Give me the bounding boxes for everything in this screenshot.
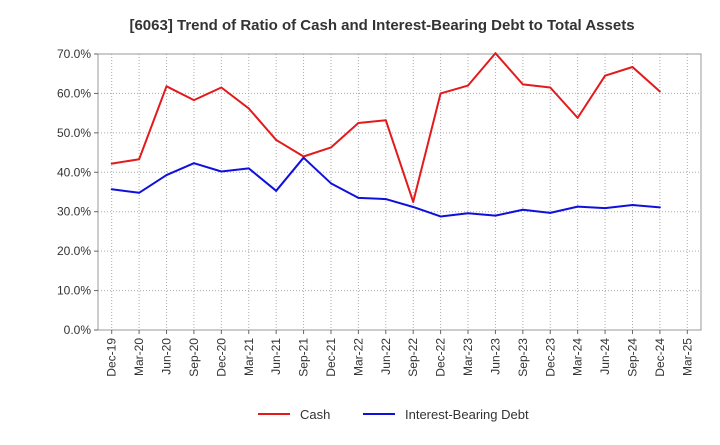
data-point (275, 189, 278, 192)
y-axis: 0.0% 10.0% 20.0% 30.0% 40.0% 50.0% 60.0% 70.0% (57, 47, 98, 337)
x-tick-label: Mar-20 (132, 338, 146, 376)
x-tick-label: Mar-21 (242, 338, 256, 376)
y-tick-label: 20.0% (57, 244, 91, 258)
data-point (357, 122, 360, 124)
y-tick-label: 10.0% (57, 284, 91, 298)
x-tick-label: Jun-23 (488, 338, 502, 375)
x-tick-label: Jun-22 (379, 338, 393, 375)
data-point (192, 99, 195, 102)
y-tick-label: 30.0% (57, 205, 91, 219)
data-point (604, 74, 607, 77)
x-tick-label: Dec-24 (653, 338, 667, 377)
y-tick-label: 0.0% (64, 323, 92, 337)
data-point (192, 162, 195, 165)
x-tick-label: Dec-22 (434, 338, 448, 377)
legend-label-cash: Cash (300, 407, 330, 422)
x-tick-label: Dec-20 (214, 338, 228, 377)
chart-title: [6063] Trend of Ratio of Cash and Intere… (129, 17, 634, 34)
data-point (220, 86, 223, 89)
x-tick-label: Sep-24 (625, 338, 639, 377)
x-tick-label: Mar-22 (351, 338, 365, 376)
data-point (138, 191, 141, 194)
x-axis: Dec-19 Mar-20 Jun-20 Sep-20 Dec-20 Mar-21 Jun-… (105, 330, 694, 377)
series-lines (110, 52, 661, 218)
plot-area (97, 53, 702, 331)
x-tick-label: Sep-20 (187, 338, 201, 377)
data-point (549, 211, 552, 214)
data-point (384, 119, 387, 122)
data-point (439, 215, 442, 218)
data-point (384, 198, 387, 201)
data-point (412, 200, 415, 203)
x-tick-label: Mar-25 (680, 338, 694, 376)
data-point (658, 206, 661, 209)
data-point (467, 84, 470, 87)
data-point (138, 158, 141, 161)
data-point (412, 205, 415, 208)
data-point (220, 170, 223, 173)
x-tick-label: Sep-23 (516, 338, 530, 377)
x-tick-label: Mar-23 (461, 338, 475, 376)
x-tick-label: Dec-21 (324, 338, 338, 377)
data-point (494, 214, 497, 217)
legend: Cash Interest-Bearing Debt (258, 407, 529, 422)
data-point (275, 138, 278, 141)
data-point (521, 83, 524, 86)
data-point (247, 107, 250, 110)
legend-label-interest-bearing-debt: Interest-Bearing Debt (405, 407, 529, 422)
grid (98, 53, 701, 330)
data-point (329, 182, 332, 185)
data-point (357, 196, 360, 199)
x-tick-label: Sep-22 (406, 338, 420, 377)
data-point (658, 90, 661, 93)
data-point (494, 52, 497, 55)
data-point (329, 146, 332, 149)
data-point (247, 167, 250, 170)
data-point (631, 204, 634, 207)
data-point (631, 66, 634, 69)
data-point (302, 156, 305, 159)
data-point (521, 208, 524, 211)
data-point (165, 174, 168, 177)
data-point (439, 92, 442, 95)
x-tick-label: Dec-19 (105, 338, 119, 377)
x-tick-label: Jun-24 (598, 338, 612, 375)
y-tick-label: 50.0% (57, 126, 91, 140)
x-tick-label: Jun-21 (269, 338, 283, 375)
data-point (576, 205, 579, 208)
data-point (549, 86, 552, 89)
y-tick-label: 40.0% (57, 165, 91, 179)
x-tick-label: Jun-20 (160, 338, 174, 375)
y-tick-label: 70.0% (57, 47, 91, 61)
x-tick-label: Mar-24 (571, 338, 585, 376)
data-point (467, 212, 470, 215)
data-point (576, 116, 579, 119)
data-point (110, 162, 113, 165)
data-point (110, 188, 113, 191)
y-tick-label: 60.0% (57, 86, 91, 100)
data-point (604, 207, 607, 210)
x-tick-label: Dec-23 (543, 338, 557, 377)
x-tick-label: Sep-21 (297, 338, 311, 377)
data-point (165, 85, 168, 88)
